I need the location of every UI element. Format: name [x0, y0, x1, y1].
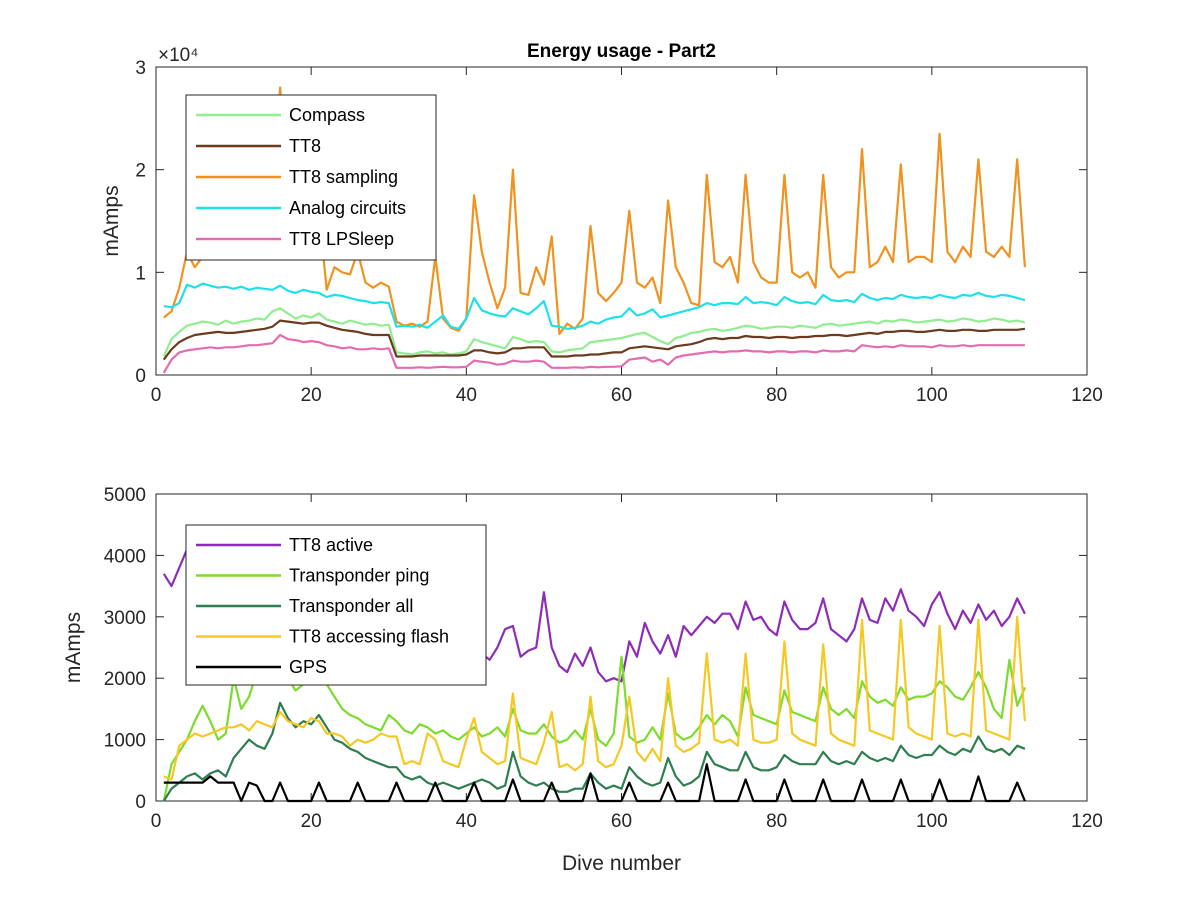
x-tick-label: 120: [1071, 811, 1103, 832]
legend: Compass TT8 TT8 sampling Analog circuits TT8…: [185, 94, 437, 261]
chart-title: Energy usage - Part2: [527, 41, 716, 62]
x-axis-label: Dive number: [562, 852, 681, 875]
x-tick-label: 0: [151, 385, 162, 406]
x-tick-label: 40: [456, 811, 477, 832]
series-line-tt8-accessing-flash: [163, 615, 1026, 781]
legend-label-compass: Compass: [289, 105, 365, 125]
y-tick-label: 3: [135, 58, 146, 79]
y-tick-label: 3000: [104, 608, 146, 629]
y-tick-label: 4000: [104, 546, 146, 567]
legend-label-transponder-ping: Transponder ping: [289, 566, 429, 586]
y-tick-label: 5000: [104, 485, 146, 506]
legend-label-transponder-all: Transponder all: [289, 596, 413, 616]
series-line-compass: [162, 307, 1026, 357]
x-tick-label: 0: [151, 811, 162, 832]
y-exponent-label: ×10⁴: [158, 45, 198, 66]
y-tick-label: 1: [135, 263, 146, 284]
chart-1: 0 20 40 60 80 100 120 0 1 2 3 ×10⁴ Energy usage - Pa…: [100, 41, 1103, 406]
series-line-tt8: [162, 319, 1026, 361]
legend-label-tt8: TT8: [289, 136, 321, 156]
y-tick-label: 1000: [104, 731, 146, 752]
y-tick-label: 2: [135, 161, 146, 182]
series-line-analog-circuits: [163, 282, 1026, 330]
y-axis-label: mAmps: [62, 612, 85, 683]
legend-label-tt8-active: TT8 active: [289, 535, 373, 555]
x-tick-label: 20: [301, 811, 322, 832]
legend: TT8 active Transponder ping Transponder al…: [185, 524, 487, 686]
y-tick-label: 0: [135, 366, 146, 387]
legend-label-gps: GPS: [289, 657, 327, 677]
x-tick-label: 60: [611, 385, 632, 406]
x-tick-label: 60: [611, 811, 632, 832]
series-line-tt8-lpsleep: [162, 333, 1025, 374]
legend-label-tt8-lpsleep: TT8 LPSleep: [289, 229, 394, 249]
legend-label-tt8-accessing-flash: TT8 accessing flash: [289, 627, 449, 647]
x-tick-label: 120: [1071, 385, 1103, 406]
x-tick-label: 40: [456, 385, 477, 406]
y-axis-label: mAmps: [100, 185, 123, 256]
legend-label-tt8-sampling: TT8 sampling: [289, 167, 398, 187]
x-tick-label: 100: [916, 385, 948, 406]
x-tick-label: 100: [916, 811, 948, 832]
y-tick-label: 2000: [104, 669, 146, 690]
x-tick-label: 80: [766, 385, 787, 406]
series-line-gps: [163, 763, 1026, 803]
y-tick-label: 0: [135, 792, 146, 813]
chart-2: 0 20 40 60 80 100 120 0 1000 2000 3000 4000 5000 mAmp…: [62, 485, 1103, 875]
x-tick-label: 80: [766, 811, 787, 832]
x-tick-label: 20: [301, 385, 322, 406]
legend-label-analog-circuits: Analog circuits: [289, 198, 406, 218]
